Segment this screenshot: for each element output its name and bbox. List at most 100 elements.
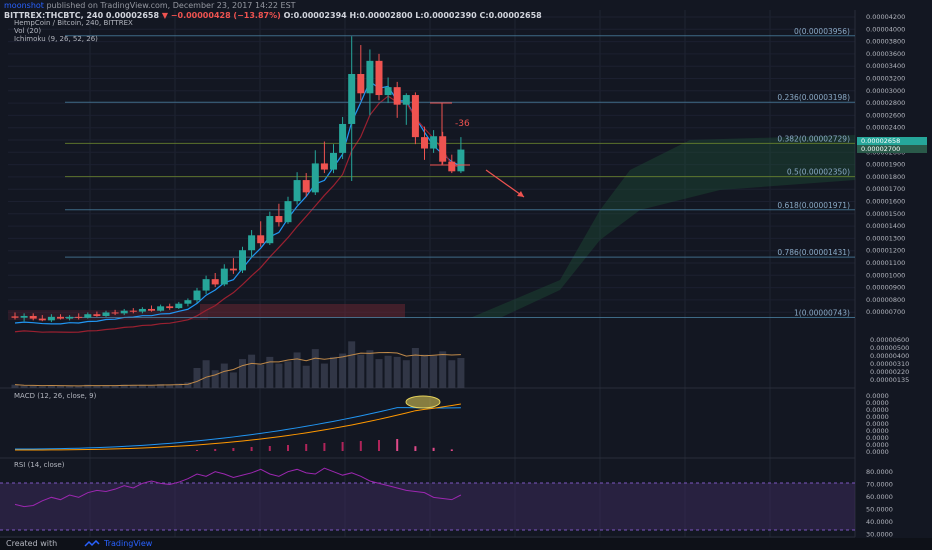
bullish-candle [157, 306, 165, 311]
bearish-candle [275, 216, 283, 223]
price-tick-label: 0.00001000 [866, 271, 905, 279]
bullish-candle [339, 123, 347, 153]
fibonacci-levels: 0(0.00003956) 0.236(0.00003198) 0.382(0.00… [65, 27, 855, 318]
volume-bar [157, 384, 165, 388]
volume-tick-label: 0.00000310 [870, 360, 909, 368]
bearish-candle [421, 137, 428, 149]
macd-histogram-bar [359, 441, 362, 451]
fib-label: 1(0.00000743) [794, 308, 850, 317]
ichimoku-label[interactable]: Ichimoku (9, 26, 52, 26) [14, 35, 98, 43]
bearish-candle [302, 180, 310, 193]
bullish-candle [175, 303, 183, 309]
macd-tick-label: 0.0000 [866, 434, 889, 442]
symbol-line: BITTREX:THCBTC, 240 0.00002658 ▼ −0.0000… [4, 11, 542, 20]
volume-bar [20, 385, 28, 388]
volume-bar [357, 354, 365, 388]
bullish-candle [220, 268, 228, 285]
volume-bar [302, 365, 310, 388]
bullish-candle [348, 74, 356, 124]
volume-bar [275, 363, 283, 388]
rsi-tick-label: 70.0000 [866, 481, 893, 489]
price-tick-label: 0.00003200 [866, 75, 905, 83]
volume-bar [293, 352, 301, 388]
volume-bar [366, 350, 374, 388]
fib-label: 0.618(0.00001971) [777, 201, 850, 210]
volume-tick-label: 0.00000220 [870, 368, 909, 376]
bearish-candle [357, 74, 365, 94]
price-tag-bg [857, 145, 927, 153]
macd-cross-highlight [405, 395, 441, 409]
volume-bar [421, 354, 428, 388]
volume-bar [47, 385, 55, 388]
bearish-candle [375, 60, 383, 96]
price-tick-label: 0.00003400 [866, 62, 905, 70]
bearish-candle [11, 316, 19, 318]
volume-bar [66, 385, 74, 388]
bullish-candle [102, 312, 110, 316]
price-tick-label: 0.00001400 [866, 222, 905, 230]
bullish-candle [430, 136, 438, 149]
created-with-text: Created with [6, 539, 58, 548]
volume-bar [211, 370, 219, 388]
volume-bar [402, 360, 410, 388]
macd-histogram-bar [268, 446, 271, 451]
macd-histogram-bar [250, 447, 253, 451]
volume-bar [266, 356, 274, 388]
tradingview-brand[interactable]: TradingView [104, 539, 153, 548]
volume-bar [430, 355, 438, 388]
macd-histogram-bar [214, 449, 217, 451]
rsi-tick-label: 60.0000 [866, 493, 893, 501]
volume-bar [457, 358, 465, 388]
bullish-candle [284, 201, 292, 223]
volume-bar [311, 349, 319, 388]
macd-histogram-bar [396, 439, 399, 451]
volume-bar [229, 372, 237, 388]
price-tick-label: 0.00001700 [866, 185, 905, 193]
volume-bar [102, 385, 110, 388]
volume-bar [11, 384, 19, 388]
macd-label[interactable]: MACD (12, 26, close, 9) [14, 392, 97, 400]
bearish-candle [148, 308, 155, 311]
price-axis: 0.00000.00000.00000.00000.00000.00000.00… [857, 13, 927, 539]
volume-bar [193, 368, 201, 388]
volume-bar [202, 360, 210, 388]
macd-tick-label: 0.0000 [866, 392, 889, 400]
volume-bar [148, 385, 155, 388]
macd-histogram-bar [378, 440, 380, 451]
volume-bar [393, 356, 401, 388]
author-link[interactable]: moonshot [4, 1, 44, 10]
tradingview-logo-icon [84, 540, 100, 547]
price-tag-label: 0.00002658 [861, 137, 900, 145]
arrow-head-icon [517, 191, 524, 197]
volume-bar [411, 348, 419, 388]
bearish-candle [129, 310, 137, 312]
bearish-candle [75, 316, 83, 318]
volume-label[interactable]: Vol (20) [14, 27, 42, 35]
chart-fills [0, 135, 855, 531]
bullish-candle [384, 87, 392, 96]
macd-histogram-bar [287, 445, 289, 451]
bearish-candle [229, 268, 237, 271]
bullish-candle [311, 163, 319, 193]
macd-tick-label: 0.0000 [866, 427, 889, 435]
macd-histogram-bar [232, 448, 235, 451]
bullish-candle [457, 149, 465, 172]
volume-bar [384, 355, 392, 388]
volume-bar [184, 382, 192, 388]
bullish-candle [366, 60, 374, 94]
macd-line [14, 407, 461, 450]
bullish-candle [120, 310, 128, 314]
price-tick-label: 0.00002600 [866, 111, 905, 119]
bullish-candle [330, 152, 337, 170]
bullish-candle [402, 95, 410, 105]
rsi-label[interactable]: RSI (14, close) [14, 461, 65, 469]
rsi-tick-label: 30.0000 [866, 531, 893, 539]
fib-label: 0.5(0.00002350) [787, 168, 850, 177]
rsi-band [0, 483, 855, 530]
volume-bar [330, 356, 337, 388]
bearish-candle [257, 235, 265, 244]
symbol-info: BITTREX:THCBTC, 240 0.00002658 [4, 11, 160, 20]
chart-title[interactable]: HempCoin / Bitcoin, 240, BITTREX [14, 19, 133, 27]
volume-bar [339, 353, 347, 388]
